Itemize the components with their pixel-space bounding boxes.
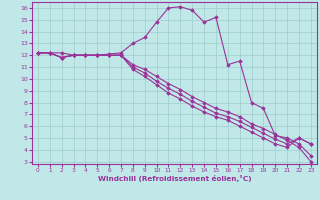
X-axis label: Windchill (Refroidissement éolien,°C): Windchill (Refroidissement éolien,°C) bbox=[98, 175, 251, 182]
